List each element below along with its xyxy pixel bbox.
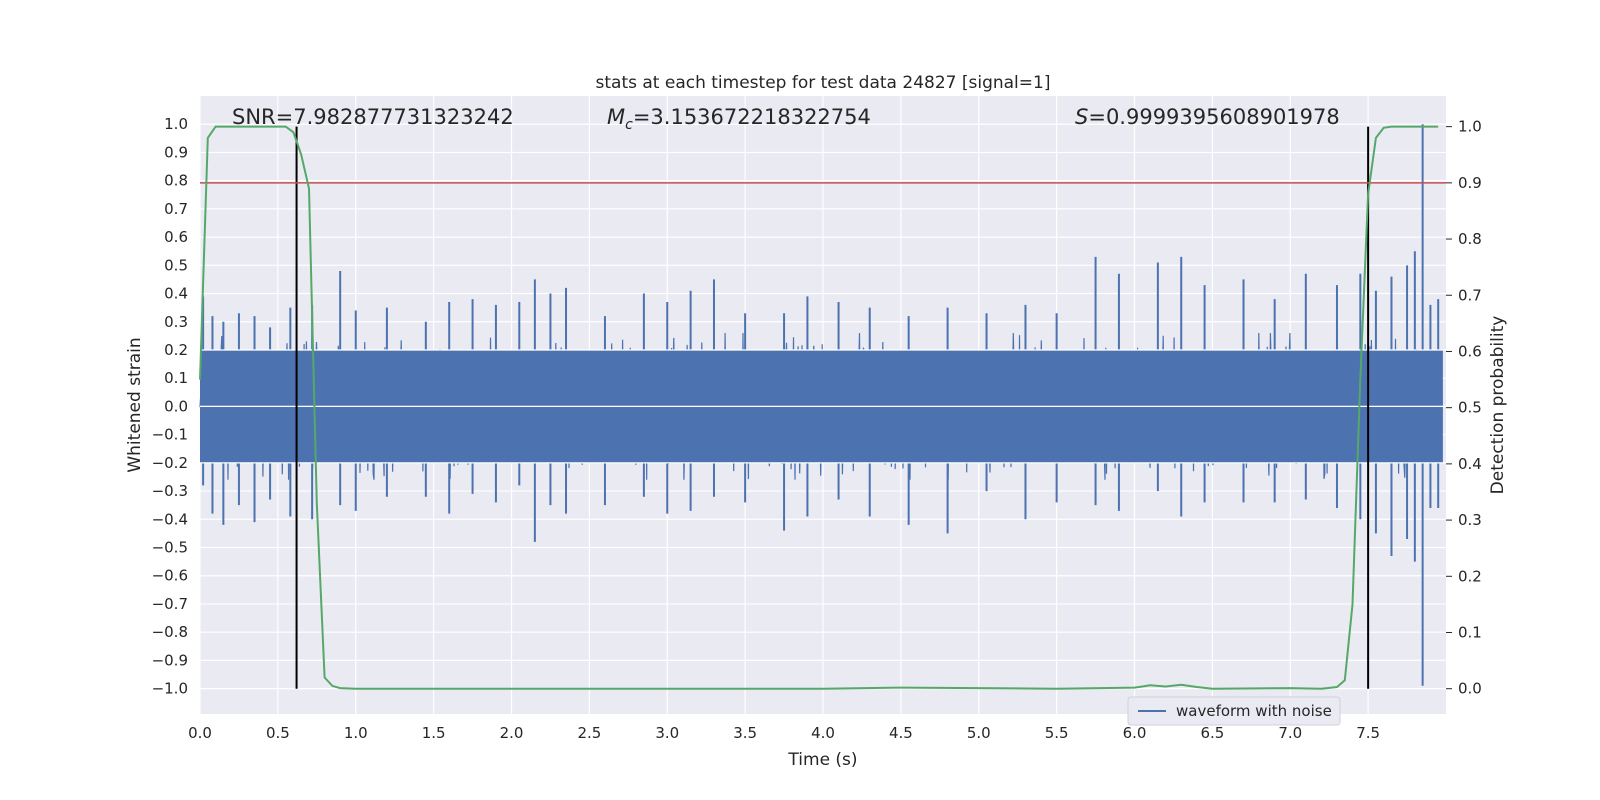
x-tick-label: 3.0	[655, 724, 679, 742]
s-symbol: S	[1075, 105, 1088, 129]
y2-tick-label: 0.9	[1458, 174, 1482, 192]
y-tick-label: 0.6	[164, 228, 188, 246]
y2-tick-label: 0.4	[1458, 455, 1482, 473]
x-tick-label: 4.5	[889, 724, 913, 742]
y-tick-label: −0.7	[152, 595, 188, 613]
mc-subscript: c	[625, 117, 633, 133]
y2-tick-label: 0.3	[1458, 511, 1482, 529]
y-tick-label: 0.2	[164, 341, 188, 359]
y-tick-label: −0.9	[152, 651, 188, 669]
y2-tick-label: 0.0	[1458, 680, 1482, 698]
x-tick-label: 6.0	[1123, 724, 1147, 742]
x-tick-labels: 0.0 0.5 1.0 1.5 2.0 2.5 3.0 3.5 4.0 4.5 5.0 5.5 6.0 6…	[188, 724, 1380, 742]
legend-label: waveform with noise	[1176, 702, 1332, 720]
x-tick-label: 2.5	[577, 724, 601, 742]
x-tick-label: 1.5	[422, 724, 446, 742]
s-annotation: S=0.9999395608901978	[1075, 105, 1340, 129]
y-tick-label: 0.0	[164, 397, 188, 415]
y2-tick-label: 0.8	[1458, 230, 1482, 248]
x-tick-label: 0.5	[266, 724, 290, 742]
probability-series	[199, 125, 1439, 690]
y-tick-label: −0.6	[152, 567, 188, 585]
y-tick-label: 0.3	[164, 313, 188, 331]
x-tick-label: 7.0	[1278, 724, 1302, 742]
y-tick-label: 0.9	[164, 143, 188, 161]
y-tick-label: 1.0	[164, 115, 188, 133]
y2-axis-label: Detection probability	[1488, 316, 1508, 495]
legend: waveform with noise	[1127, 696, 1341, 726]
y2-tick-label: 0.5	[1458, 399, 1482, 417]
probability-line	[199, 125, 1439, 690]
s-value: =0.9999395608901978	[1088, 105, 1339, 129]
mc-value: =3.153672218322754	[633, 105, 871, 129]
y2-tick-label: 0.7	[1458, 286, 1482, 304]
y-tick-label: 0.4	[164, 285, 188, 303]
y-tick-label: −0.3	[152, 482, 188, 500]
waveform-series	[199, 124, 1446, 686]
x-tick-label: 2.0	[500, 724, 524, 742]
x-tick-label: 5.0	[967, 724, 991, 742]
y-tick-labels: −1.0 −0.9 −0.8 −0.7 −0.6 −0.5 −0.4 −0.3 −0.2 −0.1…	[152, 115, 188, 697]
snr-annotation: SNR=7.982877731323242	[232, 105, 514, 129]
y-tick-label: −1.0	[152, 680, 188, 698]
y-tick-label: −0.8	[152, 623, 188, 641]
x-tick-label: 1.0	[344, 724, 368, 742]
y-tick-label: −0.4	[152, 510, 188, 528]
x-tick-label: 5.5	[1045, 724, 1069, 742]
y-tick-label: −0.2	[152, 454, 188, 472]
legend-box	[1127, 696, 1341, 726]
y-tick-label: 0.8	[164, 172, 188, 190]
y2-tick-labels: 0.0 0.1 0.2 0.3 0.4 0.5 0.6 0.7 0.8 0.9 1.0	[1446, 118, 1482, 698]
x-tick-label: 3.5	[733, 724, 757, 742]
y-axis-label: Whitened strain	[125, 337, 145, 472]
y2-tick-label: 0.2	[1458, 567, 1482, 585]
x-tick-label: 0.0	[188, 724, 212, 742]
chart-title: stats at each timestep for test data 248…	[596, 73, 1051, 93]
vertical-markers	[295, 126, 1370, 689]
y-tick-label: 0.1	[164, 369, 188, 387]
y-tick-label: −0.1	[152, 426, 188, 444]
x-tick-label: 6.5	[1200, 724, 1224, 742]
mc-symbol: M	[607, 105, 625, 129]
y-tick-label: 0.5	[164, 256, 188, 274]
x-tick-label: 4.0	[811, 724, 835, 742]
y2-tick-label: 1.0	[1458, 118, 1482, 136]
y-tick-label: 0.7	[164, 200, 188, 218]
y2-tick-label: 0.6	[1458, 342, 1482, 360]
x-tick-label: 7.5	[1356, 724, 1380, 742]
y2-tick-label: 0.1	[1458, 623, 1482, 641]
x-axis-label: Time (s)	[787, 750, 857, 770]
y-tick-label: −0.5	[152, 539, 188, 557]
mc-annotation: Mc=3.153672218322754	[607, 105, 871, 133]
